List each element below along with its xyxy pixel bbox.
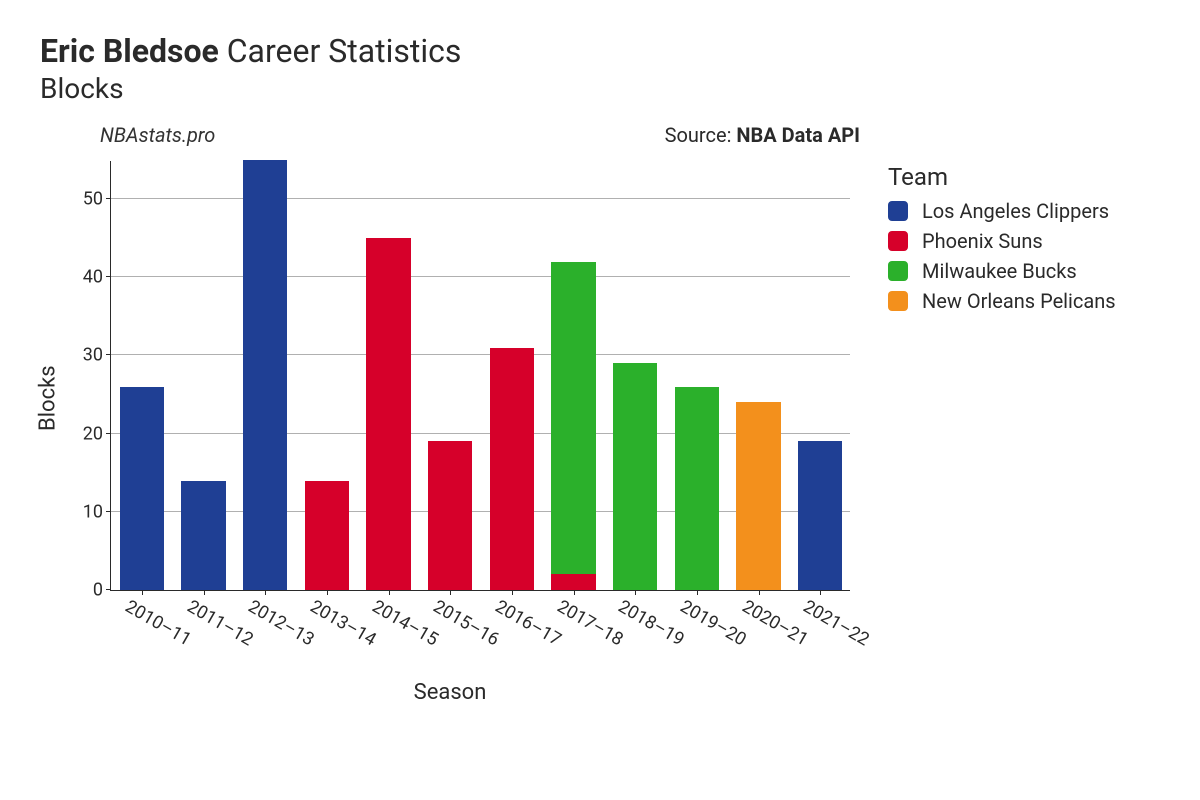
x-tick-label: 2012–13 — [245, 596, 318, 650]
bar — [736, 402, 780, 590]
legend-item: Los Angeles Clippers — [888, 199, 1116, 223]
x-tick-mark — [697, 590, 698, 595]
y-tick-label: 50 — [71, 189, 111, 210]
bar — [428, 441, 472, 590]
y-tick-label: 10 — [71, 501, 111, 522]
y-tick-label: 40 — [71, 267, 111, 288]
x-tick-mark — [820, 590, 821, 595]
legend-label: New Orleans Pelicans — [922, 289, 1116, 313]
x-tick-label: 2015–16 — [430, 596, 503, 650]
legend-swatch — [888, 201, 908, 221]
gridline — [111, 198, 850, 199]
x-tick-label: 2021–22 — [800, 596, 873, 650]
bar — [181, 481, 225, 590]
bar-segment — [490, 348, 534, 590]
legend-item: Milwaukee Bucks — [888, 259, 1116, 283]
y-tick-label: 0 — [71, 580, 111, 601]
bar — [120, 387, 164, 590]
x-tick-mark — [265, 590, 266, 595]
legend-label: Phoenix Suns — [922, 229, 1043, 253]
legend-swatch — [888, 291, 908, 311]
chart-title: Eric Bledsoe Career Statistics — [40, 32, 1160, 70]
x-axis-label: Season — [414, 680, 487, 705]
chart-area: Blocks 010203040502010–112011–122012–132… — [40, 151, 860, 711]
bar-segment — [243, 160, 287, 590]
legend-item: Phoenix Suns — [888, 229, 1116, 253]
x-tick-label: 2013–14 — [306, 596, 379, 650]
x-tick-mark — [389, 590, 390, 595]
x-tick-label: 2010–11 — [121, 596, 194, 650]
watermark: NBAstats.pro — [100, 123, 215, 147]
x-tick-label: 2020–21 — [738, 596, 811, 650]
x-tick-mark — [512, 590, 513, 595]
source: Source: NBA Data API — [665, 123, 860, 147]
x-tick-label: 2011–12 — [183, 596, 256, 650]
bar-segment — [551, 574, 595, 590]
x-tick-mark — [635, 590, 636, 595]
bar — [675, 387, 719, 590]
bar — [613, 363, 657, 590]
legend-item: New Orleans Pelicans — [888, 289, 1116, 313]
meta-row: NBAstats.pro Source: NBA Data API — [40, 123, 860, 147]
bar-segment — [120, 387, 164, 590]
legend-title: Team — [888, 163, 1116, 191]
legend-swatch — [888, 231, 908, 251]
x-tick-mark — [204, 590, 205, 595]
bar-segment — [675, 387, 719, 590]
legend-swatch — [888, 261, 908, 281]
bar — [243, 160, 287, 590]
y-axis-label: Blocks — [36, 365, 61, 431]
chart-subtitle: Blocks — [40, 72, 1160, 105]
bar-segment — [366, 238, 410, 590]
bar — [798, 441, 842, 590]
bar — [551, 262, 595, 590]
x-tick-mark — [759, 590, 760, 595]
bar — [366, 238, 410, 590]
title-suffix: Career Statistics — [219, 32, 462, 70]
bar — [305, 481, 349, 590]
x-tick-mark — [142, 590, 143, 595]
source-label: Source: — [665, 123, 737, 147]
legend-label: Los Angeles Clippers — [922, 199, 1109, 223]
legend: Team Los Angeles Clippers Phoenix Suns Mil… — [888, 163, 1116, 319]
bar-segment — [736, 402, 780, 590]
plot-region: 010203040502010–112011–122012–132013–142… — [110, 161, 850, 591]
x-tick-mark — [574, 590, 575, 595]
legend-label: Milwaukee Bucks — [922, 259, 1077, 283]
x-tick-mark — [327, 590, 328, 595]
x-tick-label: 2014–15 — [368, 596, 441, 650]
y-tick-label: 30 — [71, 345, 111, 366]
bar-segment — [798, 441, 842, 590]
bar-segment — [428, 441, 472, 590]
bar-segment — [181, 481, 225, 590]
x-tick-label: 2016–17 — [491, 596, 564, 650]
x-tick-label: 2018–19 — [615, 596, 688, 650]
x-tick-label: 2019–20 — [676, 596, 749, 650]
gridline — [111, 354, 850, 355]
bar — [490, 348, 534, 590]
player-name: Eric Bledsoe — [40, 32, 219, 70]
gridline — [111, 276, 850, 277]
bar-segment — [551, 262, 595, 575]
x-tick-label: 2017–18 — [553, 596, 626, 650]
bar-segment — [305, 481, 349, 590]
bar-segment — [613, 363, 657, 590]
x-tick-mark — [450, 590, 451, 595]
y-tick-label: 20 — [71, 423, 111, 444]
source-name: NBA Data API — [736, 123, 860, 147]
